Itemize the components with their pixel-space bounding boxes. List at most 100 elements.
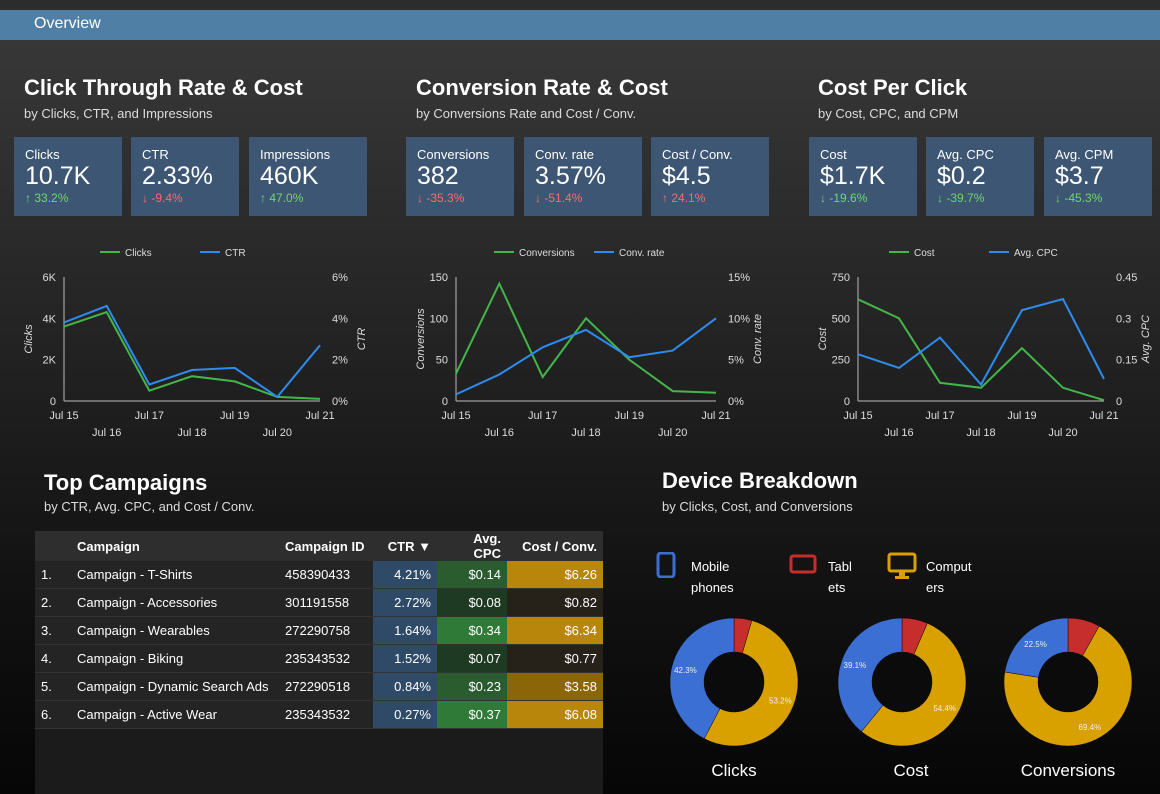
arrow-down-icon: ↓ [937, 191, 943, 205]
y-tick-label: 4K [43, 313, 57, 325]
kpi-card-conv-rate[interactable]: Conv. rate 3.57% ↓ -51.4% [524, 137, 642, 216]
kpi-value: 10.7K [25, 162, 91, 190]
top-strip [0, 0, 1160, 10]
kpi-label: Clicks [25, 147, 60, 162]
avg-cpc-cell: $0.14 [437, 561, 507, 589]
header-avg-cpc[interactable]: Avg. CPC [437, 531, 507, 561]
campaigns-table-container: Campaign Campaign ID CTR ▼ Avg. CPC Cost… [35, 531, 603, 794]
kpi-value: $0.2 [937, 162, 986, 190]
y2-tick-label: 15% [728, 272, 750, 284]
conversions-device-donut[interactable]: 69.4% 22.5% [1002, 616, 1134, 748]
legend-mobile-phones[interactable]: Mobile phones [691, 559, 734, 595]
donut-slice-label: 53.2% [769, 697, 792, 706]
kpi-delta: ↓ -35.3% [417, 191, 465, 205]
series-line-conv-rate [455, 317, 717, 396]
ctr-cell: 0.27% [373, 700, 437, 729]
series-line-cost [857, 298, 1105, 402]
y2-axis-label: CTR [356, 328, 368, 351]
legend-computers[interactable]: Comput ers [926, 559, 972, 595]
kpi-card-cost[interactable]: Cost $1.7K ↓ -19.6% [809, 137, 917, 216]
table-row[interactable]: 1. Campaign - T-Shirts 458390433 4.21% $… [35, 561, 603, 589]
x-tick-label: Jul 19 [1007, 410, 1036, 422]
cost-per-conv-cell: $6.26 [507, 561, 603, 589]
x-tick-label: Jul 17 [925, 410, 954, 422]
kpi-card-cost-per-conv[interactable]: Cost / Conv. $4.5 ↑ 24.1% [651, 137, 769, 216]
clicks-device-donut[interactable]: 53.2% 42.3% [668, 616, 800, 748]
arrow-down-icon: ↓ [820, 191, 826, 205]
arrow-up-icon: ↑ [260, 191, 266, 205]
kpi-card-conversions[interactable]: Conversions 382 ↓ -35.3% [406, 137, 514, 216]
y2-tick-label: 6% [332, 272, 348, 284]
header-cost-per-conv[interactable]: Cost / Conv. [507, 531, 603, 561]
donut-hole [1038, 652, 1098, 712]
kpi-value: $4.5 [662, 162, 711, 190]
header-ctr-sorted[interactable]: CTR ▼ [373, 531, 437, 561]
x-tick-label: Jul 17 [135, 410, 164, 422]
campaign-name: Campaign - Active Wear [71, 700, 279, 729]
cost-device-donut[interactable]: 54.4% 39.1% [836, 616, 968, 748]
avg-cpc-cell: $0.37 [437, 700, 507, 729]
arrow-down-icon: ↓ [535, 191, 541, 205]
table-row[interactable]: 2. Campaign - Accessories 301191558 2.72… [35, 588, 603, 617]
campaigns-section-title: Top Campaigns [44, 470, 208, 495]
legend-label: Conv. rate [619, 248, 665, 259]
campaign-name: Campaign - Biking [71, 644, 279, 673]
header-campaign[interactable]: Campaign [71, 531, 279, 561]
page-tab-overview[interactable]: Overview [34, 15, 101, 32]
legend-label: Clicks [125, 248, 152, 259]
campaign-id: 235343532 [279, 644, 373, 673]
table-row[interactable]: 3. Campaign - Wearables 272290758 1.64% … [35, 616, 603, 645]
row-index: 6. [35, 700, 71, 729]
x-tick-label: Jul 16 [485, 427, 514, 439]
y-tick-label: 6K [43, 272, 57, 284]
kpi-label: Cost [820, 147, 847, 162]
cost-cpc-line-chart[interactable]: Cost Avg. CPC 0 250 500 750 0 0.15 0.3 0.45 Cost Av… [808, 240, 1160, 440]
kpi-card-ctr[interactable]: CTR 2.33% ↓ -9.4% [131, 137, 239, 216]
clicks-ctr-line-chart[interactable]: Clicks CTR 0 2K 4K 6K 0% 2% 4% 6% Clicks CTR Jul 15 J… [14, 240, 376, 440]
legend-label: Avg. CPC [1014, 248, 1058, 259]
x-tick-label: Jul 16 [92, 427, 121, 439]
ctr-cell: 4.21% [373, 561, 437, 589]
y2-tick-label: 0.45 [1116, 272, 1137, 284]
x-tick-label: Jul 19 [220, 410, 249, 422]
tablet-icon [789, 554, 817, 574]
ctr-cell: 1.64% [373, 616, 437, 645]
header-campaign-id[interactable]: Campaign ID [279, 531, 373, 561]
y2-tick-label: 2% [332, 355, 348, 367]
y-axis-label: Conversions [415, 308, 427, 370]
kpi-value: $3.7 [1055, 162, 1104, 190]
avg-cpc-cell: $0.07 [437, 644, 507, 673]
y2-tick-label: 0% [728, 396, 744, 408]
y2-tick-label: 0 [1116, 396, 1122, 408]
campaign-name: Campaign - Wearables [71, 616, 279, 645]
row-index: 3. [35, 616, 71, 645]
conversions-rate-line-chart[interactable]: Conversions Conv. rate 0 50 100 150 0% 5% 10% 15%… [406, 240, 772, 440]
legend-tablets[interactable]: Tabl ets [828, 559, 852, 595]
x-tick-label: Jul 15 [441, 410, 470, 422]
row-index: 1. [35, 561, 71, 589]
donut-hole [704, 652, 764, 712]
avg-cpc-cell: $0.34 [437, 616, 507, 645]
kpi-delta: ↑ 33.2% [25, 191, 69, 205]
y2-tick-label: 0% [332, 396, 348, 408]
y-tick-label: 2K [43, 355, 57, 367]
conv-section-title: Conversion Rate & Cost [416, 75, 668, 100]
x-tick-label: Jul 16 [884, 427, 913, 439]
table-row[interactable]: 6. Campaign - Active Wear 235343532 0.27… [35, 700, 603, 729]
x-tick-label: Jul 15 [843, 410, 872, 422]
kpi-card-avg-cpm[interactable]: Avg. CPM $3.7 ↓ -45.3% [1044, 137, 1152, 216]
conv-section-subtitle: by Conversions Rate and Cost / Conv. [416, 106, 637, 121]
kpi-card-impressions[interactable]: Impressions 460K ↑ 47.0% [249, 137, 367, 216]
y2-tick-label: 5% [728, 355, 744, 367]
x-tick-label: Jul 21 [305, 410, 334, 422]
kpi-delta: ↓ -19.6% [820, 191, 868, 205]
table-row[interactable]: 4. Campaign - Biking 235343532 1.52% $0.… [35, 644, 603, 673]
kpi-card-avg-cpc[interactable]: Avg. CPC $0.2 ↓ -39.7% [926, 137, 1034, 216]
cost-per-conv-cell: $0.77 [507, 644, 603, 673]
table-row[interactable]: 5. Campaign - Dynamic Search Ads 2722905… [35, 672, 603, 701]
campaign-name: Campaign - T-Shirts [71, 561, 279, 589]
kpi-card-clicks[interactable]: Clicks 10.7K ↑ 33.2% [14, 137, 122, 216]
campaign-id: 235343532 [279, 700, 373, 729]
kpi-label: Conversions [417, 147, 490, 162]
campaign-id: 301191558 [279, 588, 373, 617]
